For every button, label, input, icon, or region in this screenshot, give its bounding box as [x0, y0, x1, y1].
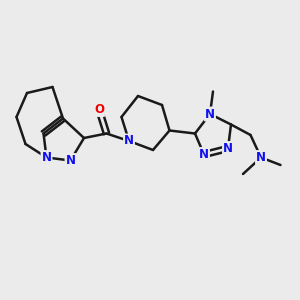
Text: N: N — [41, 151, 52, 164]
Text: N: N — [124, 134, 134, 148]
Text: N: N — [65, 154, 76, 167]
Text: N: N — [199, 148, 209, 161]
Text: N: N — [256, 151, 266, 164]
Text: O: O — [94, 103, 104, 116]
Text: N: N — [223, 142, 233, 155]
Text: N: N — [205, 107, 215, 121]
